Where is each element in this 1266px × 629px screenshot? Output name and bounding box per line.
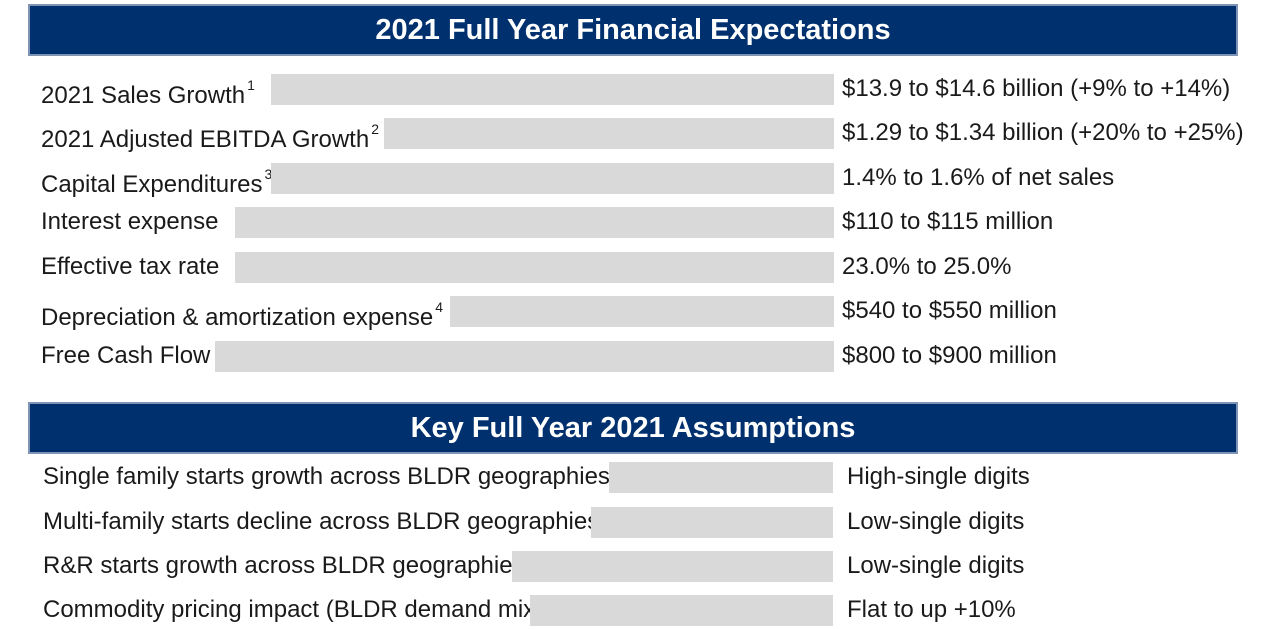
assumptions-header: Key Full Year 2021 Assumptions bbox=[28, 402, 1238, 454]
row-value: $13.9 to $14.6 billion (+9% to +14%) bbox=[842, 75, 1231, 102]
leader-bar bbox=[271, 163, 834, 194]
row-label: Interest expense bbox=[41, 208, 219, 235]
row-label: Effective tax rate bbox=[41, 253, 220, 280]
row-value: Low-single digits bbox=[847, 508, 1025, 535]
row-label: Multi-family starts decline across BLDR … bbox=[43, 508, 600, 535]
table-row: Interest expense $110 to $115 million bbox=[0, 205, 1266, 239]
row-label: Depreciation & amortization expense 4 bbox=[41, 299, 444, 331]
financial-expectations-title: 2021 Full Year Financial Expectations bbox=[375, 13, 891, 46]
row-value: 1.4% to 1.6% of net sales bbox=[842, 164, 1115, 191]
row-label: Commodity pricing impact (BLDR demand mi… bbox=[43, 596, 544, 623]
leader-bar bbox=[591, 507, 833, 538]
table-row: Multi-family starts decline across BLDR … bbox=[0, 505, 1266, 539]
table-row: 2021 Sales Growth 1 $13.9 to $14.6 billio… bbox=[0, 72, 1266, 109]
financial-expectations-header: 2021 Full Year Financial Expectations bbox=[28, 4, 1238, 56]
leader-bar bbox=[609, 462, 833, 493]
row-label: Free Cash Flow bbox=[41, 342, 211, 369]
row-label: 2021 Sales Growth 1 bbox=[41, 77, 255, 109]
leader-bar bbox=[384, 118, 834, 149]
table-row: 2021 Adjusted EBITDA Growth 2 $1.29 to $1… bbox=[0, 116, 1266, 153]
row-value: Low-single digits bbox=[847, 552, 1025, 579]
leader-bar bbox=[450, 296, 834, 327]
row-label: R&R starts growth across BLDR geographie… bbox=[43, 552, 525, 579]
leader-bar bbox=[235, 207, 834, 238]
leader-bar bbox=[215, 341, 834, 372]
table-row: Single family starts growth across BLDR … bbox=[0, 460, 1266, 494]
row-value: Flat to up +10% bbox=[847, 596, 1016, 623]
row-value: $540 to $550 million bbox=[842, 297, 1057, 324]
table-row: Free Cash Flow $800 to $900 million bbox=[0, 339, 1266, 373]
row-label: 2021 Adjusted EBITDA Growth 2 bbox=[41, 121, 379, 153]
leader-bar bbox=[530, 595, 833, 626]
row-label: Single family starts growth across BLDR … bbox=[43, 463, 610, 490]
row-value: High-single digits bbox=[847, 463, 1030, 490]
table-row: Effective tax rate 23.0% to 25.0% bbox=[0, 250, 1266, 284]
row-label: Capital Expenditures 3 bbox=[41, 166, 273, 198]
row-value: $110 to $115 million bbox=[842, 208, 1054, 235]
leader-bar bbox=[271, 74, 834, 105]
leader-bar bbox=[235, 252, 834, 283]
leader-bar bbox=[512, 551, 833, 582]
table-row: R&R starts growth across BLDR geographie… bbox=[0, 549, 1266, 583]
table-row: Commodity pricing impact (BLDR demand mi… bbox=[0, 593, 1266, 627]
row-value: $1.29 to $1.34 billion (+20% to +25%) bbox=[842, 119, 1244, 146]
row-value: $800 to $900 million bbox=[842, 342, 1057, 369]
assumptions-title: Key Full Year 2021 Assumptions bbox=[410, 411, 856, 444]
table-row: Depreciation & amortization expense 4 $54… bbox=[0, 294, 1266, 331]
row-value: 23.0% to 25.0% bbox=[842, 253, 1012, 280]
table-row: Capital Expenditures 3 1.4% to 1.6% of ne… bbox=[0, 161, 1266, 198]
